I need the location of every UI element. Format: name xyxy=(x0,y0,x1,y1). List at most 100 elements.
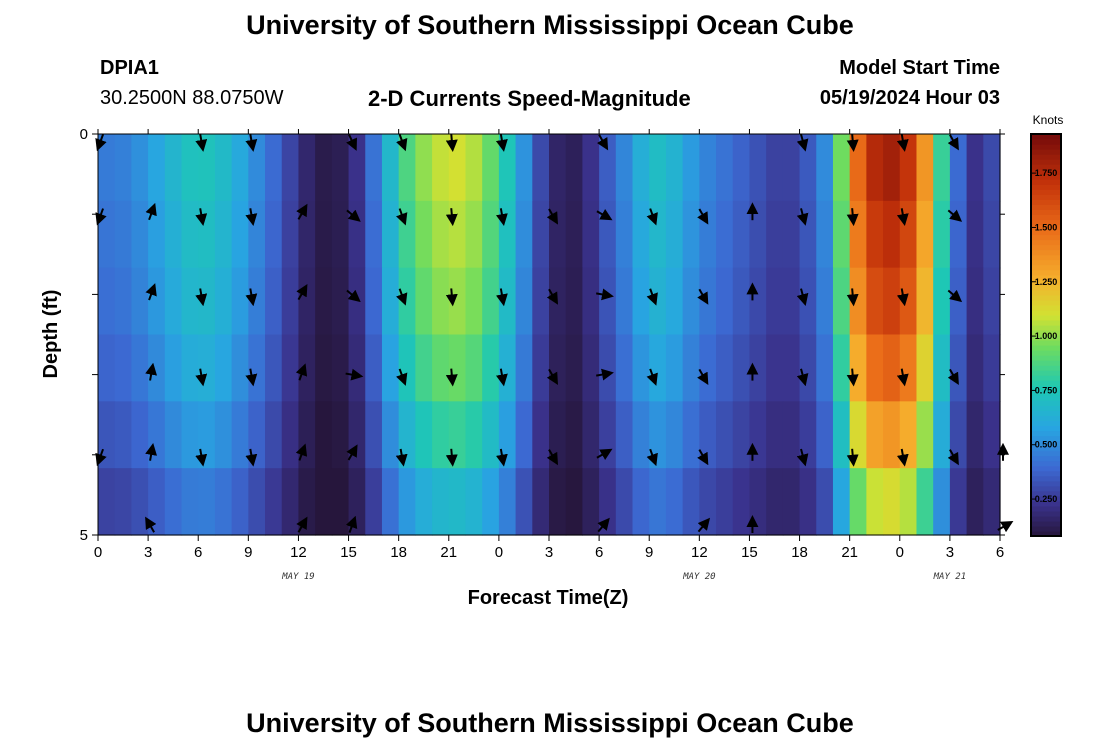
current-arrow xyxy=(445,208,458,227)
heatmap-cell xyxy=(732,267,751,336)
heatmap-cell xyxy=(315,200,333,269)
heatmap-cell xyxy=(899,401,918,469)
heatmap-cell xyxy=(114,468,133,536)
heatmap-cell xyxy=(883,267,901,336)
current-arrow xyxy=(95,208,107,226)
heatmap-cell xyxy=(265,134,283,202)
heatmap-cell xyxy=(899,334,918,402)
heatmap-cell xyxy=(732,401,751,469)
heatmap-cell xyxy=(164,134,183,202)
heatmap-cell xyxy=(649,134,667,202)
heatmap-cell xyxy=(665,468,684,536)
heatmap-cell xyxy=(766,468,784,536)
heatmap-cell xyxy=(331,334,350,402)
current-arrow xyxy=(896,133,909,152)
heatmap-cell xyxy=(482,334,500,402)
heatmap-cell xyxy=(966,334,984,402)
heatmap-cell xyxy=(98,134,116,202)
heatmap-cell xyxy=(699,267,717,336)
current-arrow xyxy=(445,368,458,387)
colorbar-segment xyxy=(1031,149,1061,155)
heatmap-cell xyxy=(448,334,467,402)
heatmap-cell xyxy=(415,334,433,402)
heatmap-cell xyxy=(298,334,316,402)
heatmap-cell xyxy=(465,468,483,536)
heatmap-cell xyxy=(498,468,517,536)
heatmap-cell xyxy=(515,468,533,536)
heatmap-cell xyxy=(365,334,383,402)
heatmap-cell xyxy=(348,334,366,402)
heatmap-cell xyxy=(866,200,884,269)
current-arrow xyxy=(296,203,308,220)
heatmap-cell xyxy=(933,334,951,402)
heatmap-cell xyxy=(716,134,734,202)
chart-subtitle: 2-D Currents Speed-Magnitude xyxy=(368,86,691,111)
x-tick-label: 6 xyxy=(996,544,1004,561)
current-arrow xyxy=(345,515,358,533)
heatmap-cell xyxy=(916,200,934,269)
heatmap-cell xyxy=(381,134,400,202)
x-tick-label: 3 xyxy=(144,544,152,561)
current-arrow xyxy=(346,209,361,222)
colorbar-segment xyxy=(1031,425,1061,432)
heatmap-cell xyxy=(381,200,400,269)
current-arrow xyxy=(646,368,658,386)
heatmap-cell xyxy=(198,468,216,536)
colorbar-segment xyxy=(1031,440,1061,447)
heatmap-cell xyxy=(331,134,350,202)
heatmap-cell xyxy=(348,267,366,336)
heatmap-cell xyxy=(164,401,183,469)
heatmap-cell xyxy=(782,200,801,269)
heatmap-cell xyxy=(265,468,283,536)
x-tick-label: 3 xyxy=(545,544,553,561)
heatmap-cell xyxy=(214,267,233,336)
colorbar-segment xyxy=(1031,460,1061,467)
heatmap-cell xyxy=(98,334,116,402)
colorbar-segment xyxy=(1031,174,1061,180)
heatmap-cell xyxy=(949,468,968,536)
heatmap-cell xyxy=(231,468,249,536)
colorbar-segment xyxy=(1031,294,1061,301)
current-arrow xyxy=(396,208,408,226)
x-tick-label: 12 xyxy=(691,544,708,561)
heatmap-cell xyxy=(632,134,650,202)
heatmap-cell xyxy=(665,200,684,269)
heatmap-cell xyxy=(983,267,1001,336)
heatmap-cell xyxy=(465,200,483,269)
heatmap-cell xyxy=(782,468,801,536)
heatmap-cell xyxy=(599,334,617,402)
model-start-time: 05/19/2024 Hour 03 xyxy=(819,87,1000,109)
heatmap-cell xyxy=(98,468,116,536)
heatmap-cell xyxy=(265,200,283,269)
current-arrow xyxy=(546,208,559,225)
y-tick-label: 0 xyxy=(80,126,88,143)
colorbar: 0.250 0.500 0.750 1.000 1.250 1.500 1.750 xyxy=(1030,133,1062,537)
x-tick-label: 18 xyxy=(791,544,808,561)
heatmap-cell xyxy=(866,468,884,536)
heatmap-cell xyxy=(766,401,784,469)
current-arrow xyxy=(697,288,709,305)
heatmap-cell xyxy=(465,401,483,469)
heatmap-cell xyxy=(214,200,233,269)
heatmap-cell xyxy=(799,334,817,402)
main-title: University of Southern Mississippi Ocean… xyxy=(246,10,854,40)
colorbar-tick-label: 1.000 xyxy=(1035,331,1058,341)
x-tick-label: 9 xyxy=(645,544,653,561)
heatmap-cell xyxy=(615,468,634,536)
current-arrow xyxy=(245,368,258,387)
heatmap-cell xyxy=(682,468,700,536)
heatmap-cell xyxy=(682,267,700,336)
heatmap-cell xyxy=(816,334,834,402)
colorbar-segment xyxy=(1031,314,1061,321)
colorbar-segment xyxy=(1031,144,1061,150)
heatmap-cell xyxy=(281,200,300,269)
colorbar-segment xyxy=(1031,375,1061,381)
x-tick-label: 6 xyxy=(194,544,202,561)
colorbar-segment xyxy=(1031,329,1061,336)
current-arrow xyxy=(396,368,408,386)
heatmap-cell xyxy=(181,200,199,269)
colorbar-segment xyxy=(1031,269,1061,276)
heatmap-cell xyxy=(164,334,183,402)
current-arrow xyxy=(697,208,709,225)
colorbar-segment xyxy=(1031,530,1061,537)
